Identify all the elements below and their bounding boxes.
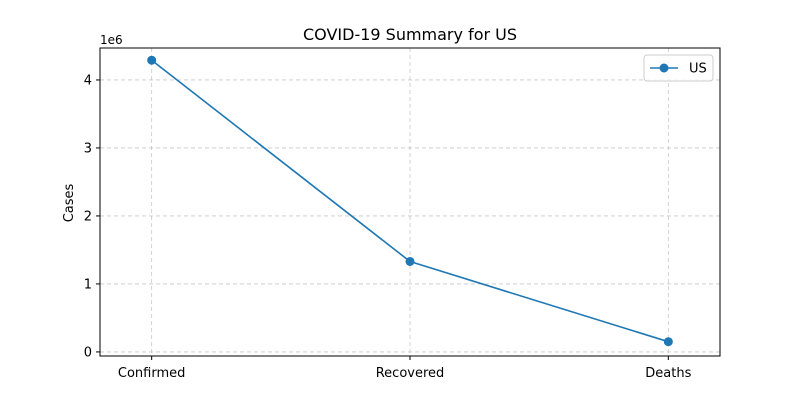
y-axis: 0 1 2 3 4	[84, 73, 100, 360]
data-point-deaths	[663, 337, 673, 347]
y-tick-label: 2	[84, 209, 92, 224]
x-tick-label: Deaths	[645, 366, 691, 381]
legend: US	[643, 54, 714, 82]
series-layer	[147, 55, 673, 347]
grid	[100, 48, 720, 356]
x-tick-label: Recovered	[376, 366, 445, 381]
data-point-confirmed	[147, 55, 157, 65]
y-tick-label: 1	[84, 277, 92, 292]
legend-series-marker	[659, 63, 669, 73]
y-tick-label: 0	[84, 345, 92, 360]
x-tick-label: Confirmed	[118, 366, 186, 381]
legend-box	[643, 54, 714, 82]
chart-title: COVID-19 Summary for US	[303, 25, 517, 44]
x-axis: Confirmed Recovered Deaths	[118, 356, 692, 381]
series-line-us	[151, 59, 669, 343]
y-tick-label: 4	[84, 73, 92, 88]
y-axis-offset-label: 1e6	[100, 33, 123, 47]
data-point-recovered	[405, 256, 415, 266]
y-tick-label: 3	[84, 141, 92, 156]
y-axis-label: Cases	[62, 183, 77, 222]
legend-series-label: US	[689, 62, 707, 77]
